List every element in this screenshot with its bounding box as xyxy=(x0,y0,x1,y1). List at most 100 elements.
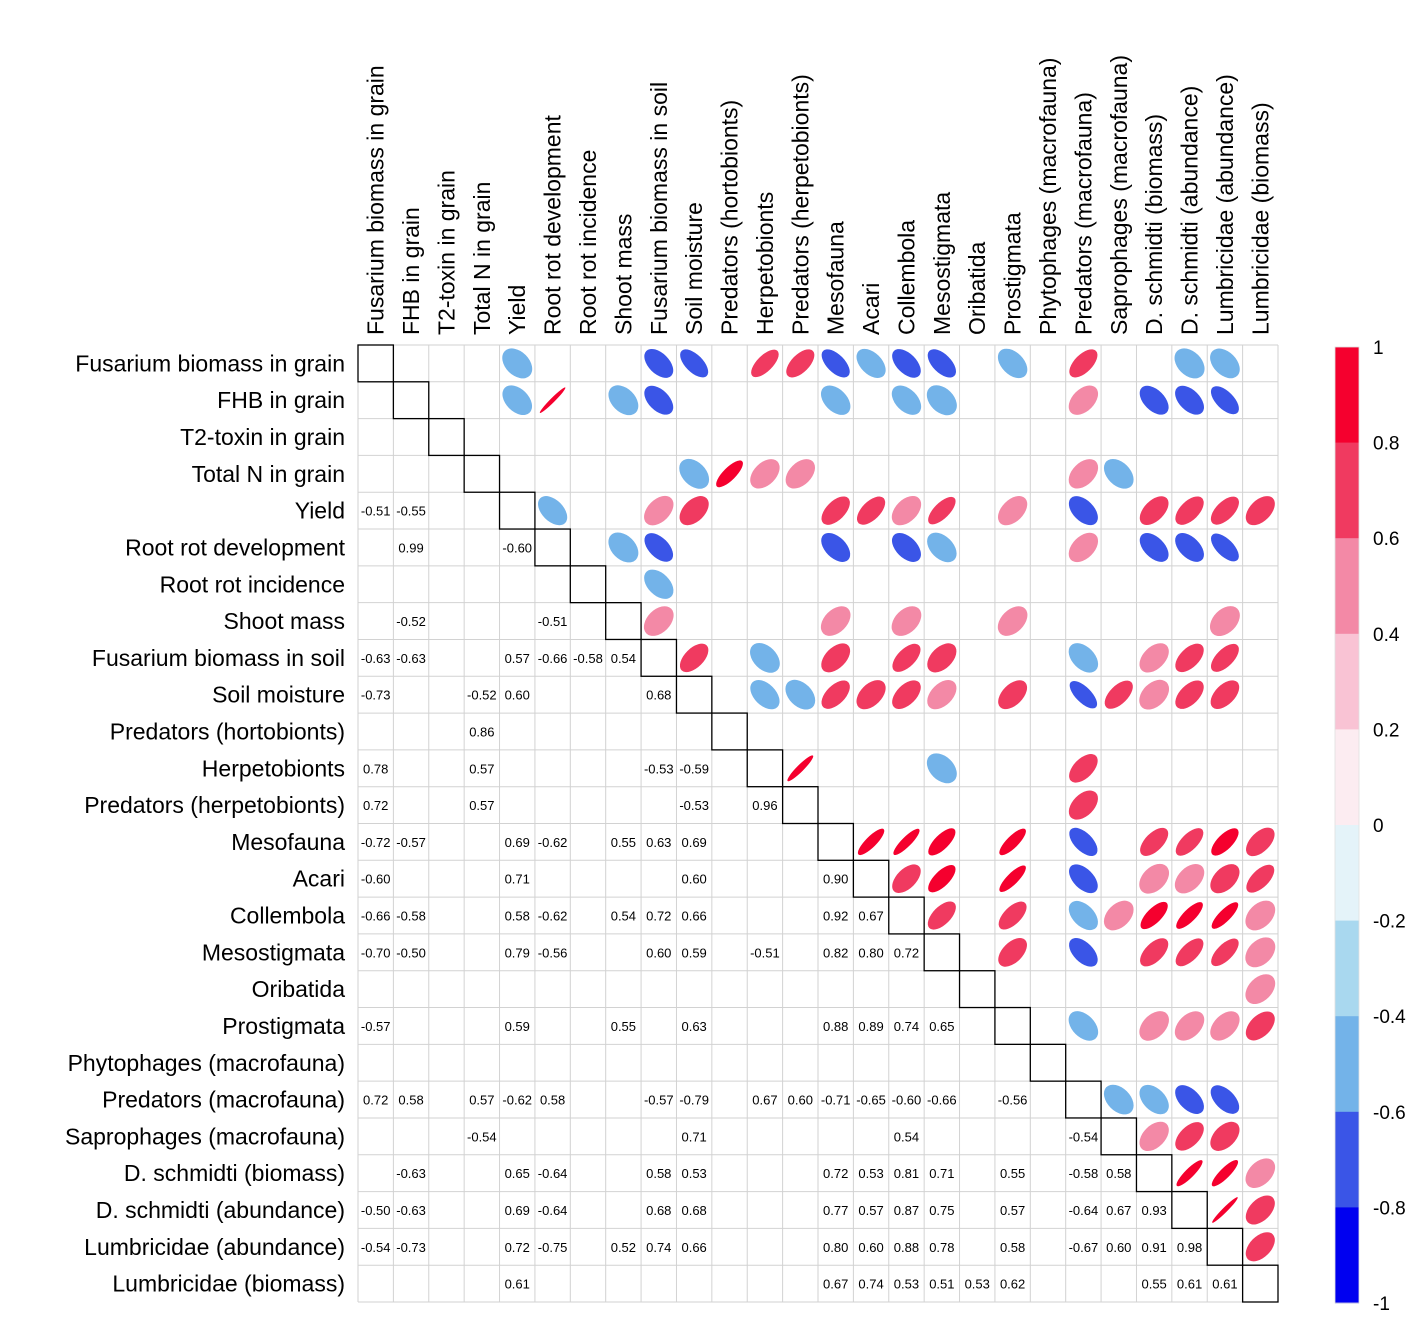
colorbar-bin xyxy=(1335,633,1359,730)
correlation-value: 0.66 xyxy=(681,1240,706,1255)
correlation-value: 0.57 xyxy=(505,651,530,666)
correlation-ellipse xyxy=(538,496,568,526)
correlation-value: 0.87 xyxy=(894,1203,919,1218)
row-label: D. schmidti (biomass) xyxy=(124,1160,345,1186)
correlation-ellipse xyxy=(1210,864,1240,894)
correlation-value: -0.73 xyxy=(396,1240,426,1255)
column-label: Oribatida xyxy=(964,241,990,335)
correlation-value: -0.60 xyxy=(361,872,391,887)
correlation-ellipse xyxy=(679,496,709,526)
correlation-ellipse xyxy=(927,532,957,563)
correlation-value: 0.60 xyxy=(505,688,530,703)
diagonal-cell xyxy=(711,712,748,751)
correlation-ellipse xyxy=(1176,1160,1203,1187)
correlation-value: 0.75 xyxy=(929,1203,954,1218)
colorbar-tick-label: 0.8 xyxy=(1373,434,1399,455)
colorbar-bin xyxy=(1335,1016,1359,1113)
correlation-value: -0.58 xyxy=(573,651,603,666)
row-label: Acari xyxy=(293,866,345,892)
correlation-ellipse xyxy=(1246,864,1275,893)
row-label: Phytophages (macrofauna) xyxy=(68,1050,345,1076)
correlation-ellipse xyxy=(1175,643,1204,673)
diagonal-cell xyxy=(1100,1117,1138,1156)
diagonal-cell xyxy=(675,675,713,714)
correlation-ellipse xyxy=(1069,827,1098,857)
correlation-ellipse xyxy=(679,458,710,489)
correlation-value: 0.58 xyxy=(505,909,530,924)
column-label: Shoot mass xyxy=(610,214,636,335)
diagonal-cell xyxy=(1135,1154,1173,1193)
column-label: Predators (hortobionts) xyxy=(717,100,743,335)
correlation-value: -0.52 xyxy=(467,688,497,703)
colorbar-bin xyxy=(1335,1207,1359,1304)
correlation-ellipse xyxy=(892,680,921,709)
column-label: Predators (macrofauna) xyxy=(1070,92,1096,335)
correlation-value: 0.54 xyxy=(611,651,636,666)
correlation-value: -0.62 xyxy=(502,1093,532,1108)
correlation-ellipse xyxy=(1211,938,1239,967)
correlation-ellipse xyxy=(1174,348,1205,379)
correlation-ellipse xyxy=(1068,643,1099,673)
correlation-ellipse xyxy=(1103,1084,1134,1115)
correlation-value: -0.62 xyxy=(538,909,568,924)
row-label: Saprophages (macrofauna) xyxy=(65,1123,345,1149)
correlation-value: 0.55 xyxy=(1141,1277,1166,1292)
correlation-value: 0.61 xyxy=(1177,1277,1202,1292)
correlation-ellipse xyxy=(927,643,957,673)
correlation-ellipse xyxy=(892,643,921,672)
correlation-ellipse xyxy=(1069,349,1098,378)
correlation-ellipse xyxy=(750,642,780,673)
diagonal-cell xyxy=(817,822,855,861)
correlation-value: 0.96 xyxy=(752,798,777,813)
correlation-value: 0.65 xyxy=(929,1019,954,1034)
correlation-ellipse xyxy=(644,569,674,599)
correlation-value: -0.65 xyxy=(856,1093,886,1108)
correlation-ellipse xyxy=(1103,458,1134,489)
diagonal-cell xyxy=(428,417,465,457)
colorbar-tick-label: 0 xyxy=(1373,816,1384,837)
correlation-ellipse xyxy=(1245,974,1276,1005)
correlation-value: -0.54 xyxy=(361,1240,391,1255)
correlation-ellipse xyxy=(997,496,1028,526)
correlation-value: 0.54 xyxy=(894,1129,919,1144)
correlation-ellipse xyxy=(1068,1011,1099,1041)
correlation-value: 0.69 xyxy=(505,1203,530,1218)
diagonal-cell xyxy=(1171,1190,1208,1230)
correlation-ellipse xyxy=(892,349,921,378)
correlation-value: 0.99 xyxy=(398,540,423,555)
correlation-ellipse xyxy=(1245,1232,1275,1262)
correlation-value: 0.59 xyxy=(681,945,706,960)
correlation-value: -0.58 xyxy=(1069,1166,1099,1181)
correlation-ellipse xyxy=(1211,533,1239,562)
column-label: Saprophages (macrofauna) xyxy=(1106,55,1132,335)
correlation-value: 0.93 xyxy=(1141,1203,1166,1218)
correlation-ellipse xyxy=(679,643,709,673)
row-label: Herpetobionts xyxy=(202,755,345,781)
correlation-ellipse xyxy=(643,606,674,636)
correlation-ellipse xyxy=(1175,1122,1204,1151)
diagonal-cell xyxy=(463,454,501,493)
correlation-ellipse xyxy=(750,680,780,710)
correlation-value: 0.72 xyxy=(505,1240,530,1255)
correlation-ellipse xyxy=(1104,680,1133,709)
correlation-value: 0.92 xyxy=(823,909,848,924)
colorbar-tick-label: -0.2 xyxy=(1373,912,1406,933)
correlation-ellipse xyxy=(1210,1085,1240,1114)
colorbar-bin xyxy=(1335,347,1359,444)
colorbar-bin xyxy=(1335,825,1359,922)
correlation-ellipse xyxy=(1175,938,1204,967)
correlation-value: -0.64 xyxy=(1069,1203,1099,1218)
diagonal-boxes xyxy=(357,344,1279,1303)
correlation-ellipse xyxy=(786,349,815,378)
diagonal-cell xyxy=(888,896,925,935)
correlation-value: 0.63 xyxy=(681,1019,706,1034)
correlation-value: 0.72 xyxy=(363,1093,388,1108)
column-label: Lumbricidae (abundance) xyxy=(1212,74,1238,335)
correlation-value: -0.51 xyxy=(538,614,568,629)
correlation-ellipse xyxy=(785,679,816,710)
correlation-value: 0.67 xyxy=(752,1093,777,1108)
correlation-value: -0.59 xyxy=(679,761,709,776)
correlation-value: -0.60 xyxy=(502,540,532,555)
column-label: Total N in grain xyxy=(469,182,495,335)
